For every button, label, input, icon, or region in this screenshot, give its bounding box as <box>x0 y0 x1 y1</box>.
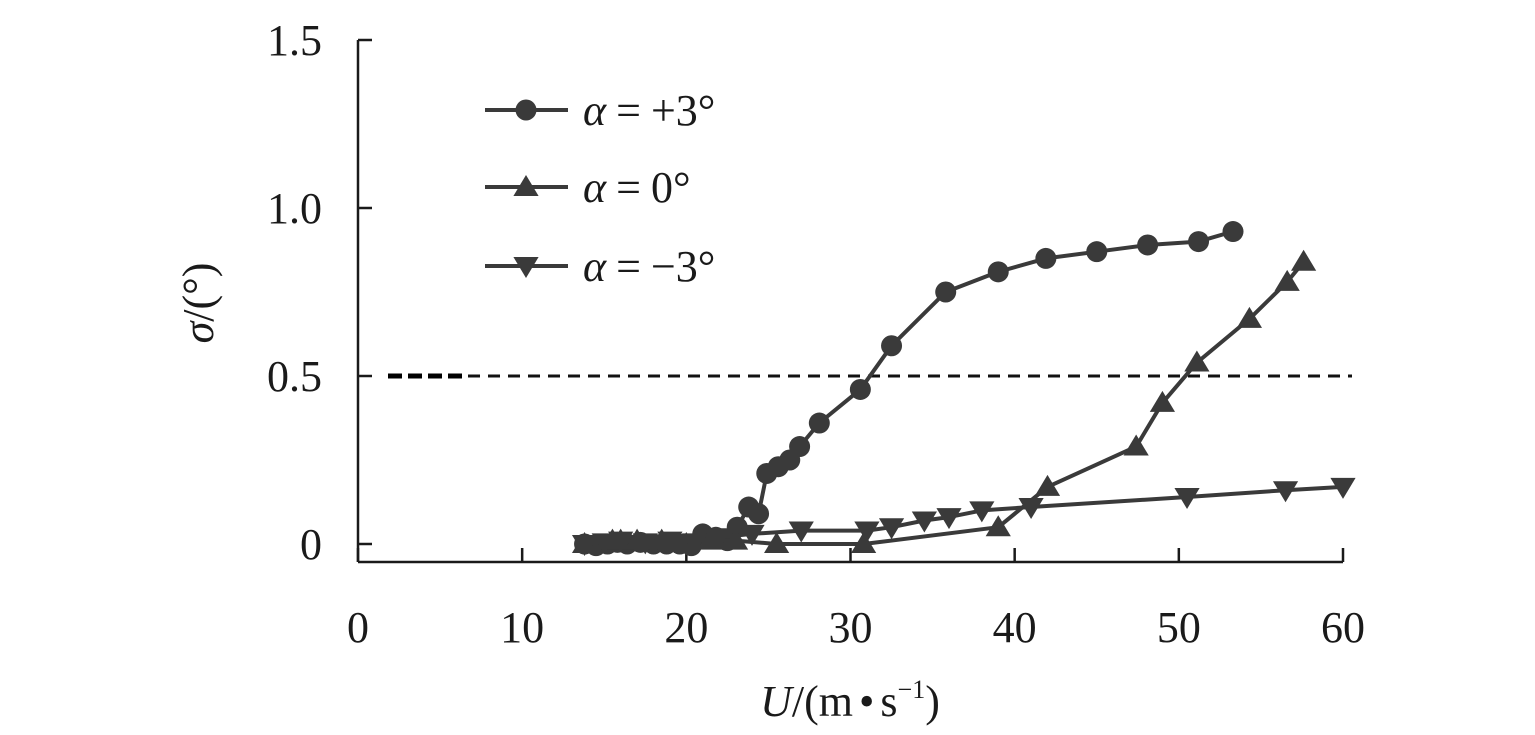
legend-symbol: α <box>583 242 607 291</box>
data-point <box>739 524 765 546</box>
data-point <box>911 511 937 533</box>
data-point <box>591 533 617 555</box>
y-axis-unit: /(°) <box>174 263 223 322</box>
data-point <box>985 515 1011 537</box>
data-point <box>608 531 634 553</box>
legend: α = +3°α = 0°α = −3° <box>485 86 715 291</box>
series-2 <box>571 477 1356 556</box>
legend-symbol: α <box>583 86 607 135</box>
x-tick-label: 60 <box>1321 603 1365 652</box>
data-point <box>571 535 598 556</box>
data-point <box>851 532 877 553</box>
y-tick-label: 1.5 <box>267 16 322 65</box>
x-axis-unit-dot: • <box>859 677 874 726</box>
data-point <box>764 532 790 553</box>
legend-value: 0° <box>651 163 691 212</box>
data-point <box>987 261 1009 283</box>
data-point <box>632 533 658 555</box>
legend-value: −3° <box>651 242 715 291</box>
data-point <box>706 528 732 550</box>
legend-label: α = 0° <box>583 163 691 212</box>
data-point <box>1149 390 1176 412</box>
legend-equals: = <box>616 86 641 135</box>
data-point <box>935 281 957 303</box>
data-point <box>854 521 880 543</box>
legend-equals: = <box>616 242 641 291</box>
y-axis-var: σ <box>174 319 223 343</box>
legend-marker <box>513 257 539 278</box>
data-point <box>1236 306 1263 328</box>
legend-label: α = −3° <box>583 242 715 291</box>
data-point <box>657 531 683 553</box>
data-point <box>1184 350 1210 372</box>
data-point <box>726 516 748 538</box>
data-point <box>936 508 962 530</box>
x-axis-unit-exp: −1 <box>898 675 926 704</box>
y-ticks: 0 0.5 1.0 1.5 <box>267 16 372 569</box>
x-axis-unit-s: s <box>880 677 897 726</box>
data-point <box>1188 231 1210 253</box>
data-point <box>681 533 708 555</box>
data-point <box>969 501 995 523</box>
legend-label: α = +3° <box>583 86 715 135</box>
legend-symbol: α <box>583 163 607 212</box>
data-point <box>881 335 903 357</box>
data-point <box>878 518 905 540</box>
axes <box>356 40 1343 564</box>
data-point <box>789 436 811 458</box>
y-tick-label: 0.5 <box>267 352 322 401</box>
legend-marker <box>515 99 537 121</box>
y-axis-label: σ/(°) <box>174 263 223 344</box>
legend-item: α = 0° <box>485 163 691 212</box>
data-point <box>1291 249 1317 271</box>
x-tick-label: 30 <box>829 603 873 652</box>
data-point <box>1174 487 1200 509</box>
data-point <box>849 378 871 400</box>
data-point <box>788 521 814 543</box>
series-layer <box>571 221 1356 557</box>
x-tick-label: 0 <box>347 603 369 652</box>
data-point <box>1137 234 1159 256</box>
data-point <box>1274 269 1300 291</box>
data-point <box>1034 474 1061 496</box>
legend-value: +3° <box>651 86 715 135</box>
x-ticks: 0 10 20 30 40 50 60 <box>347 548 1365 652</box>
y-tick-label: 0 <box>300 520 322 569</box>
data-point <box>1035 247 1057 269</box>
x-axis-unit-open: /(m <box>792 677 853 726</box>
x-tick-label: 40 <box>993 603 1037 652</box>
x-axis-label: U/(m • s−1) <box>760 675 940 726</box>
data-point <box>722 528 749 550</box>
legend-item: α = +3° <box>485 86 715 135</box>
data-point <box>1086 241 1108 263</box>
x-tick-label: 20 <box>664 603 708 652</box>
data-point <box>1018 498 1044 520</box>
legend-item: α = −3° <box>485 242 715 291</box>
data-point <box>1222 221 1244 243</box>
x-tick-label: 10 <box>500 603 544 652</box>
series-line <box>584 260 1306 546</box>
y-tick-label: 1.0 <box>267 184 322 233</box>
legend-marker <box>513 175 539 196</box>
legend-equals: = <box>616 163 641 212</box>
data-point <box>1123 434 1149 456</box>
x-tick-label: 50 <box>1157 603 1201 652</box>
data-point <box>808 412 830 434</box>
data-point <box>1330 477 1356 499</box>
x-axis-var: U <box>760 677 795 726</box>
data-point <box>748 503 770 525</box>
x-axis-unit-close: ) <box>925 677 940 726</box>
data-point <box>1272 481 1299 503</box>
